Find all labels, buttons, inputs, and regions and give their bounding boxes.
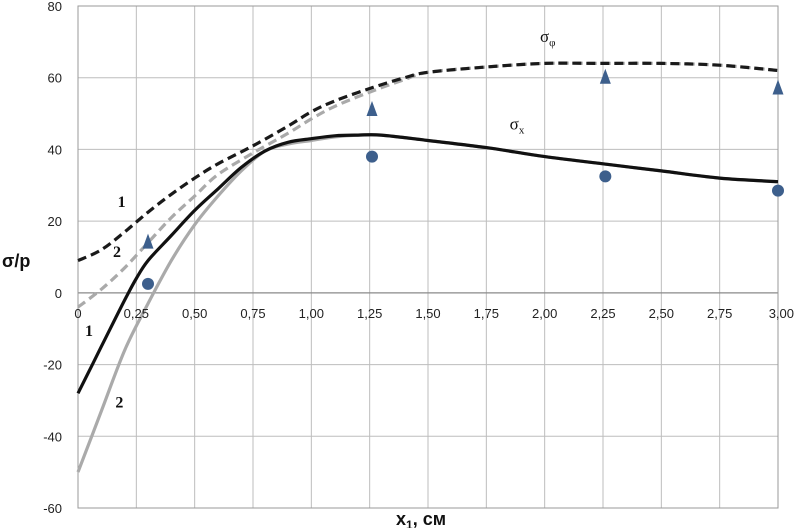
curve-number-label: 2: [113, 244, 121, 261]
marker-circle: [366, 150, 378, 163]
x-tick-label: 1,25: [357, 306, 382, 321]
marker-triangle: [599, 68, 611, 84]
y-tick-label: -60: [43, 501, 62, 516]
x-tick-label: 2,75: [707, 306, 732, 321]
x-tick-label: 2,25: [590, 306, 615, 321]
marker-layer: [142, 68, 784, 290]
series-name-label: σφ: [540, 27, 556, 49]
marker-triangle: [772, 79, 784, 95]
series-line-sigma-x-1: [76, 133, 779, 395]
x-axis-title-sub: 1: [406, 518, 413, 528]
x-tick-label: 1,50: [415, 306, 440, 321]
x-tick-label: 0,50: [182, 306, 207, 321]
y-tick-label: 40: [48, 142, 62, 157]
marker-circle: [772, 184, 784, 197]
x-tick-label: 2,50: [649, 306, 674, 321]
marker-circle: [599, 170, 612, 183]
y-tick-label: -40: [43, 429, 62, 444]
x-tick-label: 1,75: [474, 306, 499, 321]
x-tick-label: 0: [74, 306, 81, 321]
curve-number-label: 2: [115, 395, 123, 412]
x-tick-label: 0,25: [124, 306, 149, 321]
marker-triangle: [142, 233, 154, 249]
y-tick-label: 20: [48, 214, 62, 229]
series-name-sub: x: [519, 125, 525, 137]
x-tick-label: 2,00: [532, 306, 557, 321]
grid: [77, 5, 779, 509]
y-tick-label: 80: [48, 0, 62, 14]
marker-triangle: [366, 100, 378, 116]
x-tick-label: 0,75: [240, 306, 265, 321]
y-axis-title: σ/p: [2, 251, 30, 271]
series-line-sigma-phi-1: [77, 61, 779, 263]
y-tick-label: 0: [55, 286, 62, 301]
plot-frame: [77, 5, 779, 509]
series-name-label: σx: [510, 115, 525, 137]
series-name-sub: φ: [549, 37, 555, 49]
marker-circle: [142, 277, 154, 290]
curve-number-label: 1: [118, 194, 126, 211]
x-axis-title-main: x: [396, 509, 406, 528]
series-name-main: σ: [540, 27, 549, 46]
x-axis-title-unit: , см: [413, 509, 446, 528]
x-axis-title: x1, см: [396, 509, 446, 528]
y-tick-label: -20: [43, 358, 62, 373]
x-tick-label: 3,00: [769, 306, 794, 321]
tick-labels: 0 0,25 0,50 0,75 1,00 1,25 1,50 1,75 2,00 2,25 2,5…: [43, 0, 794, 516]
x-tick-label: 1,00: [299, 306, 324, 321]
curve-number-label: 1: [85, 323, 93, 340]
series-name-main: σ: [510, 115, 519, 134]
y-tick-label: 60: [48, 71, 62, 86]
